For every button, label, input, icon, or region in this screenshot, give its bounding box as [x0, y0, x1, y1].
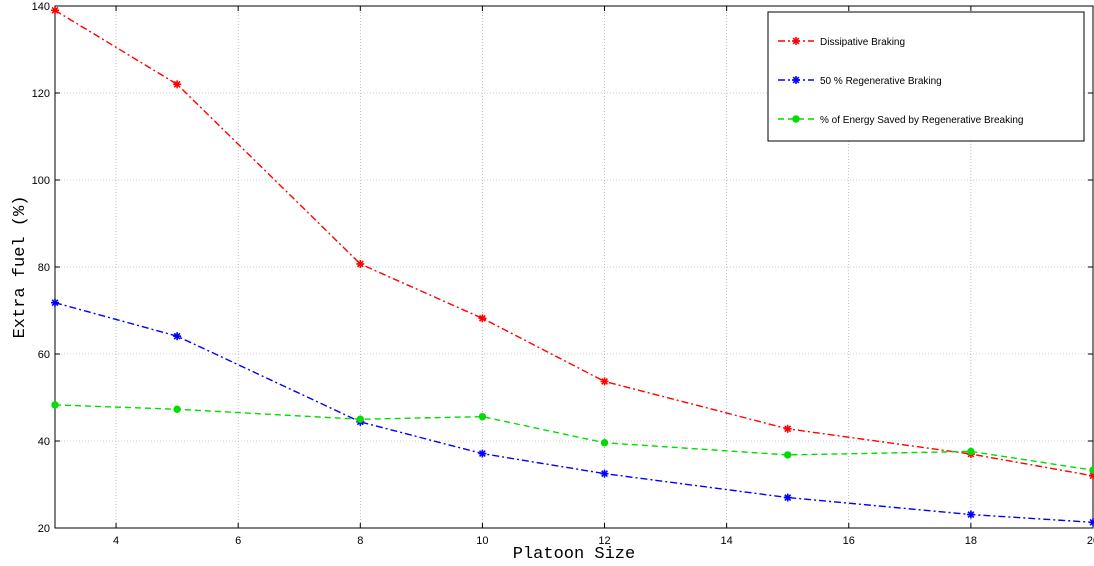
x-tick-label: 18 [965, 535, 977, 547]
data-point [51, 401, 59, 409]
data-point [1089, 518, 1094, 527]
series-1 [51, 6, 1094, 480]
legend-entry: % of Energy Saved by Regenerative Breaki… [778, 115, 1023, 126]
marker-stroke [173, 80, 181, 88]
data-point [356, 415, 364, 423]
x-tick-label: 14 [721, 535, 733, 547]
marker-stroke [784, 425, 792, 433]
axis-ticks: 4 6 8 10 12 14 16 18 20 20 40 60 80 100 120 140 [32, 1, 1094, 547]
y-tick-label: 140 [32, 1, 50, 13]
x-tick-label: 8 [357, 535, 363, 547]
marker-stroke [51, 299, 59, 307]
y-tick-label: 120 [32, 88, 50, 100]
series-layer [51, 6, 1094, 527]
y-tick-label: 80 [38, 262, 50, 274]
data-point [966, 510, 975, 519]
data-point [792, 115, 800, 123]
x-tick-label: 4 [113, 535, 119, 547]
marker-stroke [51, 6, 59, 14]
marker-stroke [967, 511, 975, 518]
marker-stroke [173, 332, 181, 340]
marker-stroke [356, 260, 364, 268]
legend-label: Dissipative Braking [820, 37, 905, 48]
data-point [51, 298, 59, 307]
data-point [783, 424, 792, 433]
legend-label: 50 % Regenerative Braking [820, 76, 942, 87]
y-axis-label: Extra fuel (%) [11, 196, 30, 339]
marker-stroke [601, 470, 608, 478]
x-tick-label: 6 [235, 535, 241, 547]
series-line [54, 404, 1094, 471]
marker-stroke [792, 37, 800, 45]
series-line [54, 301, 1094, 524]
marker-stroke [1089, 473, 1094, 480]
legend-label: % of Energy Saved by Regenerative Breaki… [820, 115, 1023, 126]
data-point [792, 76, 800, 84]
data-point [600, 377, 609, 386]
marker-stroke [601, 377, 608, 385]
marker-stroke [478, 450, 486, 458]
y-tick-label: 100 [32, 175, 50, 187]
series-line [54, 9, 1094, 477]
marker-stroke [784, 494, 792, 501]
data-point [783, 493, 792, 502]
y-tick-label: 60 [38, 349, 50, 361]
legend-box [767, 11, 1085, 142]
data-point [600, 469, 609, 478]
data-point [173, 405, 181, 413]
y-tick-label: 40 [38, 436, 50, 448]
x-tick-label: 16 [843, 535, 855, 547]
x-tick-label: 20 [1087, 535, 1094, 547]
legend-entry: Dissipative Braking [778, 37, 905, 48]
x-tick-label: 10 [476, 535, 488, 547]
data-point [792, 37, 800, 45]
marker-stroke [1089, 520, 1094, 526]
data-point [1089, 466, 1094, 474]
data-point [478, 412, 487, 421]
data-point [478, 314, 487, 323]
x-tick-label: 12 [598, 535, 610, 547]
series-2 [51, 298, 1094, 527]
data-point [173, 332, 182, 341]
data-point [478, 449, 487, 458]
data-point [356, 259, 365, 268]
legend-entry: 50 % Regenerative Braking [778, 76, 942, 87]
data-point [784, 451, 792, 459]
legend: Dissipative Braking 50 % Regenerative Bra… [767, 11, 1085, 142]
y-tick-label: 20 [38, 523, 50, 535]
x-axis-label: Platoon Size [513, 545, 635, 564]
series-3 [51, 401, 1094, 474]
data-point [173, 80, 182, 89]
data-point [600, 439, 609, 447]
data-point [51, 6, 59, 15]
marker-stroke [478, 314, 486, 322]
data-point [967, 447, 975, 456]
marker-stroke [792, 76, 800, 84]
